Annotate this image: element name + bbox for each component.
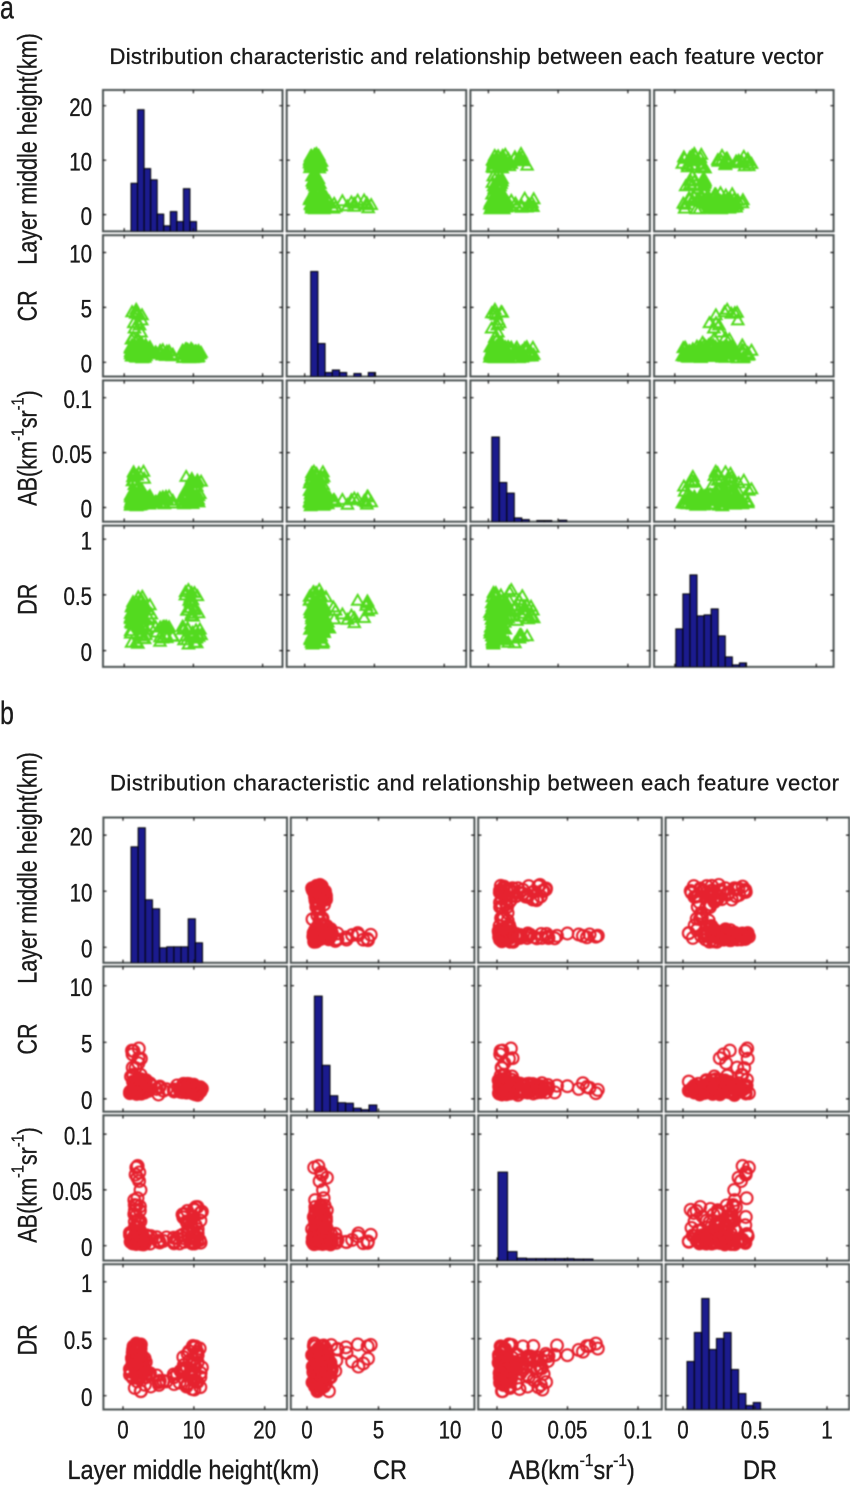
svg-text:0: 0 <box>81 1086 92 1114</box>
svg-text:AB(km-1sr-1): AB(km-1sr-1) <box>8 390 43 506</box>
svg-text:0.1: 0.1 <box>64 385 92 413</box>
svg-text:AB(km-1sr-1): AB(km-1sr-1) <box>8 1127 43 1243</box>
svg-text:0: 0 <box>81 495 92 523</box>
svg-text:10: 10 <box>70 973 93 1001</box>
svg-text:10: 10 <box>439 1416 462 1444</box>
svg-text:DR: DR <box>13 584 43 615</box>
svg-text:1: 1 <box>821 1416 832 1444</box>
svg-text:0.5: 0.5 <box>741 1416 769 1444</box>
svg-text:1: 1 <box>81 526 92 554</box>
svg-text:5: 5 <box>373 1416 384 1444</box>
svg-text:0.5: 0.5 <box>64 582 92 610</box>
svg-text:10: 10 <box>182 1416 205 1444</box>
svg-text:0: 0 <box>81 202 92 230</box>
svg-text:Layer middle height(km): Layer middle height(km) <box>13 752 43 984</box>
svg-text:Distribution characteristic an: Distribution characteristic and relation… <box>110 44 824 69</box>
svg-text:Distribution characteristic an: Distribution characteristic and relation… <box>110 771 839 796</box>
svg-text:10: 10 <box>69 147 92 175</box>
svg-text:b: b <box>0 696 14 732</box>
svg-text:AB(km-1sr-1): AB(km-1sr-1) <box>509 1450 635 1485</box>
svg-text:1: 1 <box>81 1269 92 1297</box>
svg-text:0: 0 <box>81 350 92 378</box>
svg-text:0: 0 <box>117 1416 128 1444</box>
svg-text:CR: CR <box>13 1023 43 1054</box>
svg-text:0: 0 <box>491 1416 502 1444</box>
svg-text:0: 0 <box>677 1416 688 1444</box>
svg-text:5: 5 <box>81 295 92 323</box>
svg-text:0.1: 0.1 <box>624 1416 652 1444</box>
svg-text:Layer middle height(km): Layer middle height(km) <box>13 33 43 265</box>
svg-text:0: 0 <box>81 1383 92 1411</box>
svg-text:0: 0 <box>81 1233 92 1261</box>
svg-text:20: 20 <box>253 1416 276 1444</box>
svg-text:CR: CR <box>13 290 43 321</box>
svg-text:0.1: 0.1 <box>64 1121 92 1149</box>
svg-text:20: 20 <box>69 93 92 121</box>
svg-text:5: 5 <box>81 1030 92 1058</box>
svg-text:Layer middle height(km): Layer middle height(km) <box>67 1456 319 1486</box>
svg-text:DR: DR <box>13 1324 43 1355</box>
svg-text:CR: CR <box>373 1456 407 1486</box>
svg-text:10: 10 <box>70 878 93 906</box>
svg-text:0.5: 0.5 <box>64 1326 92 1354</box>
svg-text:0.05: 0.05 <box>548 1416 588 1444</box>
svg-text:20: 20 <box>70 822 93 850</box>
svg-text:0.05: 0.05 <box>52 1177 92 1205</box>
svg-text:0: 0 <box>81 638 92 666</box>
svg-text:DR: DR <box>743 1456 777 1486</box>
svg-text:10: 10 <box>69 240 92 268</box>
svg-text:0: 0 <box>81 935 92 963</box>
svg-text:a: a <box>0 0 14 26</box>
svg-text:0.05: 0.05 <box>52 440 92 468</box>
svg-text:0: 0 <box>301 1416 312 1444</box>
